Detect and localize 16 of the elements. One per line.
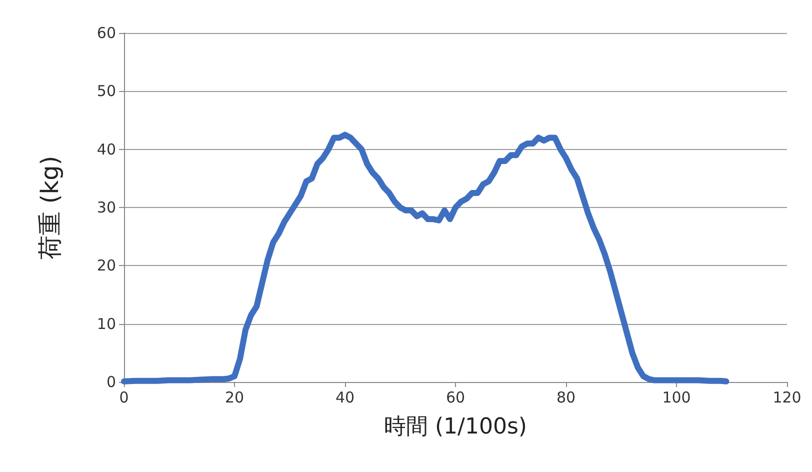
x-tick-label: 60	[446, 388, 466, 406]
x-tick-label: 80	[556, 388, 576, 406]
y-axis-title: 荷重 (kg)	[36, 156, 64, 260]
x-tick-label: 20	[224, 388, 244, 406]
y-tick-label: 40	[96, 140, 116, 158]
y-tick-label: 30	[96, 198, 116, 216]
x-axis-title: 時間 (1/100s)	[384, 414, 528, 440]
x-tick-label: 100	[662, 388, 691, 406]
x-tick-label: 120	[772, 388, 802, 406]
x-tick-label: 0	[119, 388, 129, 406]
y-tick-label: 60	[96, 24, 116, 42]
y-tick-label: 0	[106, 373, 116, 391]
y-tick-label: 20	[96, 256, 116, 275]
y-tick-label: 50	[96, 82, 116, 100]
y-tick-label: 10	[96, 314, 116, 333]
x-tick-label: 40	[335, 388, 355, 406]
